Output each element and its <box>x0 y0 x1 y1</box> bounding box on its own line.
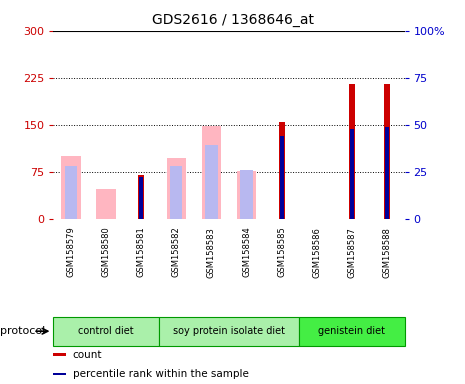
Bar <box>159 317 299 346</box>
Bar <box>279 122 285 219</box>
Text: GSM158580: GSM158580 <box>102 227 111 278</box>
Bar <box>53 372 66 376</box>
Text: GSM158581: GSM158581 <box>137 227 146 278</box>
Text: GSM158584: GSM158584 <box>242 227 251 278</box>
Text: GSM158586: GSM158586 <box>312 227 321 278</box>
Bar <box>350 129 354 219</box>
Bar <box>170 166 182 219</box>
Text: GDS2616 / 1368646_at: GDS2616 / 1368646_at <box>152 13 313 27</box>
Text: GSM158582: GSM158582 <box>172 227 181 278</box>
Text: GSM158583: GSM158583 <box>207 227 216 278</box>
Bar <box>279 136 284 219</box>
Text: soy protein isolate diet: soy protein isolate diet <box>173 326 285 336</box>
Bar <box>206 145 218 219</box>
Bar <box>385 127 389 219</box>
Bar <box>139 177 143 219</box>
Bar <box>65 166 77 219</box>
Bar <box>53 317 159 346</box>
Bar <box>96 189 116 219</box>
Bar <box>299 317 405 346</box>
Bar <box>349 84 355 219</box>
Text: count: count <box>73 350 102 360</box>
Bar <box>138 175 145 219</box>
Bar <box>53 353 66 356</box>
Text: genistein diet: genistein diet <box>319 326 385 336</box>
Bar <box>240 170 252 219</box>
Text: percentile rank within the sample: percentile rank within the sample <box>73 369 249 379</box>
Bar <box>202 126 221 219</box>
Text: GSM158585: GSM158585 <box>277 227 286 278</box>
Bar <box>384 84 390 219</box>
Text: protocol: protocol <box>0 326 45 336</box>
Text: GSM158579: GSM158579 <box>66 227 75 278</box>
Bar <box>61 156 81 219</box>
Text: GSM158588: GSM158588 <box>383 227 392 278</box>
Bar <box>237 170 256 219</box>
Bar <box>166 158 186 219</box>
Text: control diet: control diet <box>78 326 134 336</box>
Text: GSM158587: GSM158587 <box>347 227 356 278</box>
